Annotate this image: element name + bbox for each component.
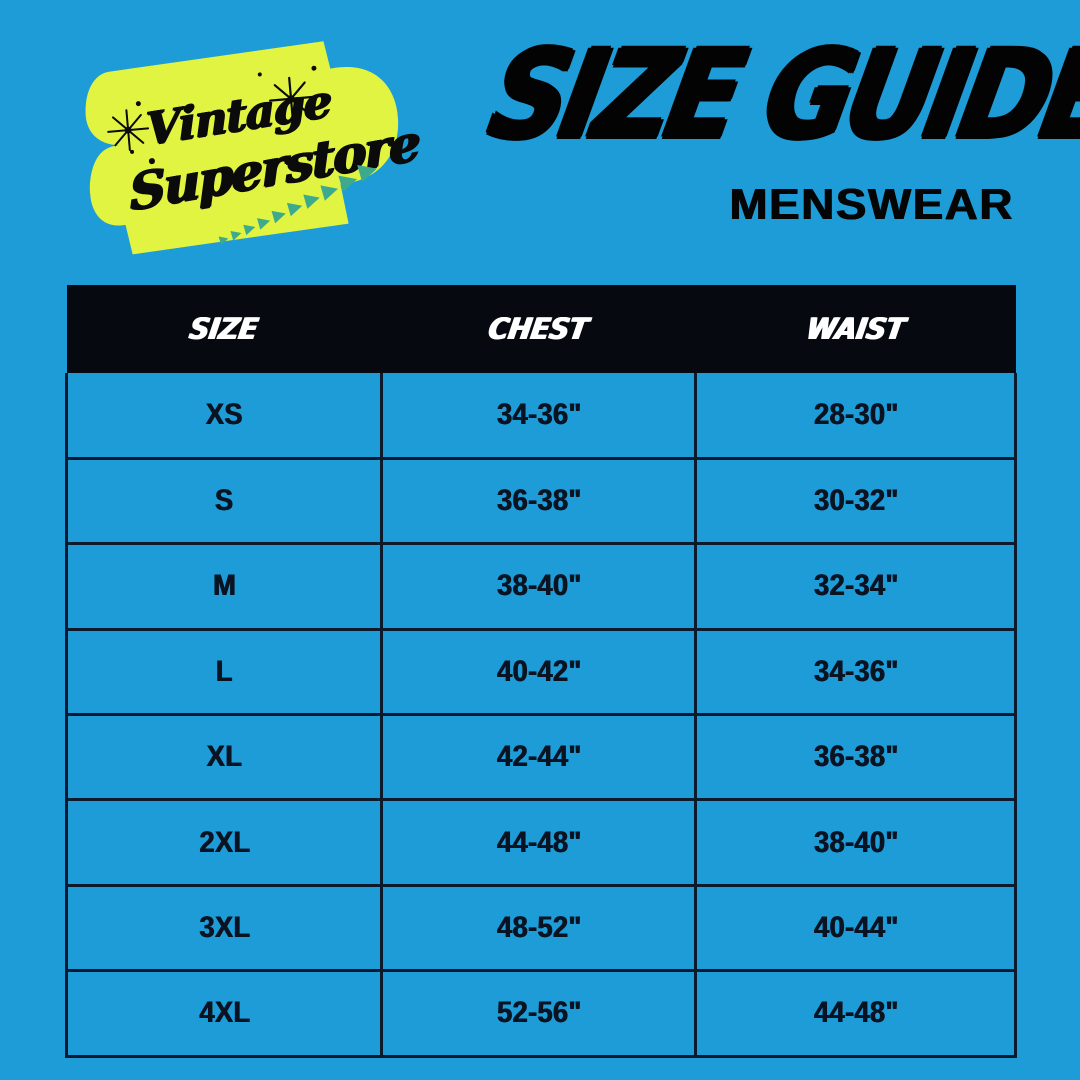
logo-dot bbox=[311, 65, 317, 71]
page-subtitle: MENSWEAR bbox=[729, 179, 1014, 229]
starburst-icon bbox=[268, 76, 314, 121]
column-header-waist: WAIST bbox=[695, 285, 1016, 373]
logo-dot bbox=[135, 100, 142, 107]
cell-chest: 34-36" bbox=[384, 373, 693, 460]
table-row: XL 42-44" 36-38" bbox=[67, 714, 1016, 802]
cell-waist: 34-36" bbox=[698, 629, 1013, 717]
cell-chest: 38-40" bbox=[384, 543, 693, 631]
cell-waist: 30-32" bbox=[698, 458, 1013, 546]
table-row: 3XL 48-52" 40-44" bbox=[67, 885, 1016, 973]
cell-waist: 32-34" bbox=[698, 543, 1013, 631]
cell-chest: 44-48" bbox=[384, 799, 693, 887]
cell-waist: 28-30" bbox=[698, 373, 1013, 460]
column-header-chest: CHEST bbox=[381, 285, 696, 373]
table-row: S 36-38" 30-32" bbox=[67, 458, 1016, 546]
cell-size: M bbox=[69, 543, 379, 631]
cell-chest: 42-44" bbox=[384, 714, 693, 802]
cell-chest: 52-56" bbox=[384, 970, 693, 1058]
vintage-superstore-logo: Vintage Superstore bbox=[76, 28, 421, 265]
cell-chest: 40-42" bbox=[384, 629, 693, 717]
cell-size: 2XL bbox=[69, 799, 379, 887]
size-guide-table: SIZE CHEST WAIST XS 34-36" 28-30" S 36-3… bbox=[65, 285, 1017, 1058]
cell-waist: 40-44" bbox=[698, 885, 1013, 973]
column-header-size: SIZE bbox=[66, 285, 382, 373]
table-row: XS 34-36" 28-30" bbox=[67, 373, 1016, 460]
table-row: M 38-40" 32-34" bbox=[67, 543, 1016, 631]
cell-waist: 38-40" bbox=[698, 799, 1013, 887]
cell-size: XS bbox=[69, 373, 379, 460]
table-row: 2XL 44-48" 38-40" bbox=[67, 799, 1016, 887]
table-row: 4XL 52-56" 44-48" bbox=[67, 970, 1016, 1058]
logo-badge-shape bbox=[85, 41, 399, 255]
starburst-icon bbox=[107, 109, 150, 152]
cell-size: XL bbox=[69, 714, 379, 802]
logo-dot bbox=[257, 72, 262, 77]
table-row: L 40-42" 34-36" bbox=[67, 629, 1016, 717]
cell-size: 3XL bbox=[69, 885, 379, 973]
page-title: SIZE GUIDE bbox=[480, 24, 1080, 166]
cell-waist: 36-38" bbox=[698, 714, 1013, 802]
cell-size: S bbox=[69, 458, 379, 546]
cell-chest: 48-52" bbox=[384, 885, 693, 973]
cell-chest: 36-38" bbox=[384, 458, 693, 546]
cell-size: 4XL bbox=[69, 970, 379, 1058]
logo-dot bbox=[129, 149, 135, 155]
table-header-row: SIZE CHEST WAIST bbox=[66, 285, 1016, 373]
cell-waist: 44-48" bbox=[698, 970, 1013, 1058]
cell-size: L bbox=[69, 629, 379, 717]
arrow-row-icon bbox=[218, 164, 377, 246]
title-block: SIZE GUIDE MENSWEAR bbox=[480, 24, 1080, 230]
